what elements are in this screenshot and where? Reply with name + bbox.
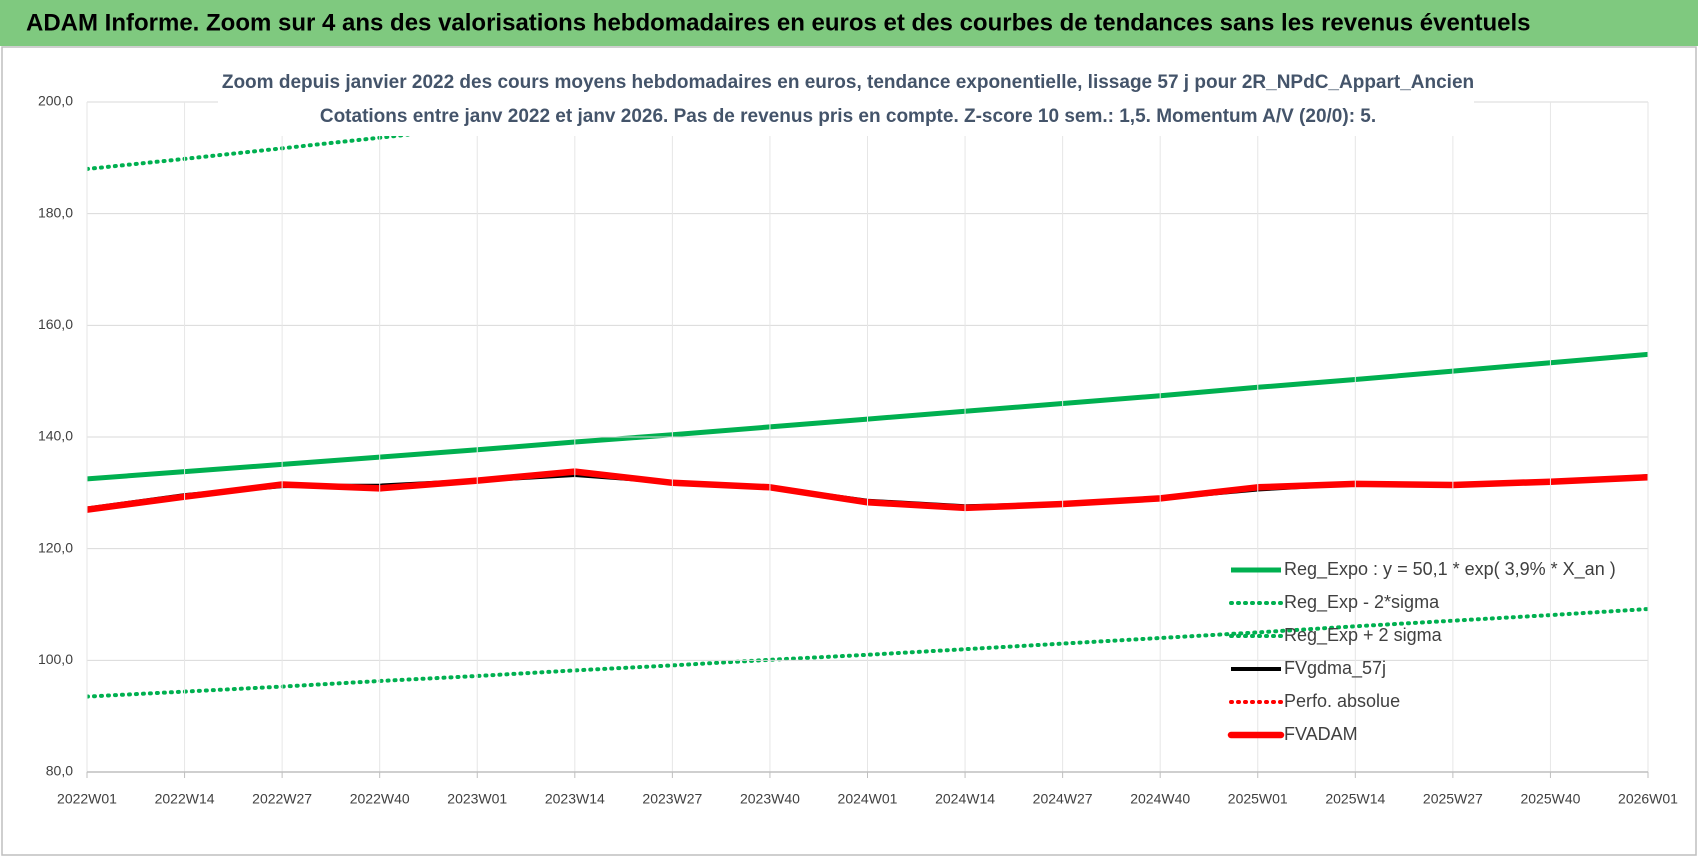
y-tick-label: 120,0 xyxy=(38,539,73,555)
legend-label: Perfo. absolue xyxy=(1284,691,1400,711)
y-tick-label: 180,0 xyxy=(38,204,73,220)
legend-label: FVADAM xyxy=(1284,724,1358,744)
legend-label: FVgdma_57j xyxy=(1284,658,1386,679)
x-tick-label: 2025W27 xyxy=(1423,791,1483,807)
x-tick-label: 2025W14 xyxy=(1325,791,1385,807)
y-tick-label: 80,0 xyxy=(46,763,73,779)
y-tick-label: 100,0 xyxy=(38,651,73,667)
x-tick-label: 2024W01 xyxy=(838,791,898,807)
title-box xyxy=(218,62,1474,136)
y-tick-label: 140,0 xyxy=(38,428,73,444)
x-tick-label: 2022W14 xyxy=(155,791,215,807)
x-tick-label: 2022W40 xyxy=(350,791,410,807)
chart-subtitle: Cotations entre janv 2022 et janv 2026. … xyxy=(320,106,1376,127)
header-bar xyxy=(0,0,1698,46)
x-tick-label: 2023W40 xyxy=(740,791,800,807)
legend-label: Reg_Exp - 2*sigma xyxy=(1284,592,1440,613)
legend-label: Reg_Expo : y = 50,1 * exp( 3,9% * X_an ) xyxy=(1284,559,1616,580)
x-tick-label: 2022W27 xyxy=(252,791,312,807)
x-tick-label: 2026W01 xyxy=(1618,791,1678,807)
y-tick-label: 160,0 xyxy=(38,316,73,332)
y-tick-label: 200,0 xyxy=(38,93,73,109)
x-tick-label: 2024W40 xyxy=(1130,791,1190,807)
x-tick-label: 2022W01 xyxy=(57,791,117,807)
x-tick-label: 2023W27 xyxy=(642,791,702,807)
x-tick-label: 2023W01 xyxy=(447,791,507,807)
legend-label: Reg_Exp + 2 sigma xyxy=(1284,625,1443,646)
page-title: ADAM Informe. Zoom sur 4 ans des valoris… xyxy=(26,9,1531,36)
series-line xyxy=(87,102,727,171)
series-line xyxy=(87,607,1648,699)
x-tick-label: 2024W14 xyxy=(935,791,995,807)
x-tick-label: 2025W01 xyxy=(1228,791,1288,807)
chart-border xyxy=(1,46,1697,856)
x-tick-label: 2025W40 xyxy=(1520,791,1580,807)
x-tick-label: 2024W27 xyxy=(1033,791,1093,807)
chart-title: Zoom depuis janvier 2022 des cours moyen… xyxy=(222,72,1474,93)
x-tick-label: 2023W14 xyxy=(545,791,605,807)
